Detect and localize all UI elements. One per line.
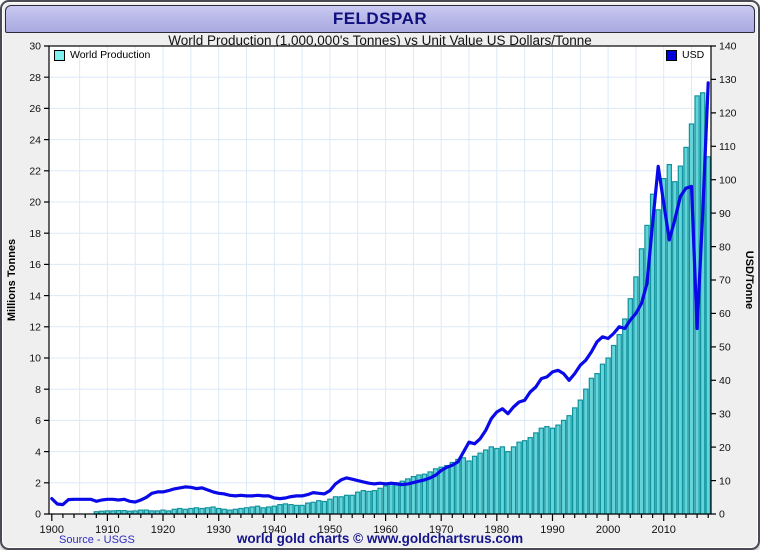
svg-text:120: 120	[719, 108, 737, 120]
page-title: FELDSPAR	[332, 9, 428, 28]
svg-text:8: 8	[35, 384, 41, 396]
svg-text:0: 0	[719, 509, 725, 521]
svg-text:1960: 1960	[373, 524, 397, 536]
svg-text:1910: 1910	[95, 524, 119, 536]
svg-text:50: 50	[719, 342, 731, 354]
svg-text:140: 140	[719, 41, 737, 53]
svg-text:12: 12	[29, 322, 41, 334]
svg-text:1950: 1950	[318, 524, 342, 536]
svg-text:16: 16	[29, 259, 41, 271]
legend-usd: USD	[666, 49, 704, 61]
svg-text:2010: 2010	[651, 524, 675, 536]
x-axis: 1900 1910 1920 1930 1940 1950 1960 1970 1980 1990…	[40, 514, 709, 536]
svg-text:1980: 1980	[485, 524, 509, 536]
svg-text:10: 10	[29, 353, 41, 365]
title-bar: FELDSPAR	[5, 5, 755, 33]
svg-text:130: 130	[719, 74, 737, 86]
svg-text:40: 40	[719, 375, 731, 387]
usd-swatch-icon	[666, 49, 677, 61]
svg-text:70: 70	[719, 275, 731, 287]
svg-text:1900: 1900	[40, 524, 64, 536]
svg-text:4: 4	[35, 446, 41, 458]
source-note: Source - USGS	[59, 534, 135, 546]
world-production-swatch-icon	[54, 49, 65, 61]
svg-text:1930: 1930	[206, 524, 230, 536]
svg-text:2000: 2000	[596, 524, 620, 536]
svg-text:30: 30	[29, 41, 41, 53]
svg-text:10: 10	[719, 475, 731, 487]
svg-text:18: 18	[29, 228, 41, 240]
right-axis: 0 10 20 30 40 50 60 70 80 90 100 110 120 130 140	[711, 41, 737, 521]
svg-text:20: 20	[29, 197, 41, 209]
svg-text:1920: 1920	[151, 524, 175, 536]
chart-subtitle: World Production (1,000,000's Tonnes) vs…	[168, 33, 592, 48]
legend-world-production-label: World Production	[70, 49, 151, 61]
svg-text:110: 110	[719, 141, 736, 153]
svg-text:0: 0	[35, 509, 41, 521]
svg-text:80: 80	[719, 241, 731, 253]
svg-text:6: 6	[35, 415, 41, 427]
svg-text:1970: 1970	[429, 524, 453, 536]
right-axis-title: USD/Tonne	[743, 250, 755, 310]
svg-text:100: 100	[719, 174, 737, 186]
svg-text:2: 2	[35, 478, 41, 490]
legend-usd-label: USD	[682, 49, 705, 61]
svg-text:60: 60	[719, 308, 731, 320]
svg-text:90: 90	[719, 208, 731, 220]
svg-text:1990: 1990	[540, 524, 564, 536]
svg-text:26: 26	[29, 103, 41, 115]
gridlines	[49, 46, 711, 514]
svg-text:24: 24	[29, 134, 41, 146]
left-axis-title: Millions Tonnes	[6, 238, 18, 322]
svg-text:28: 28	[29, 72, 41, 84]
svg-text:14: 14	[29, 290, 41, 302]
svg-text:22: 22	[29, 166, 41, 178]
svg-text:1940: 1940	[262, 524, 286, 536]
usd-line	[50, 81, 710, 507]
legend-world-production: World Production	[54, 49, 150, 61]
svg-text:20: 20	[719, 442, 731, 454]
svg-text:30: 30	[719, 408, 731, 420]
